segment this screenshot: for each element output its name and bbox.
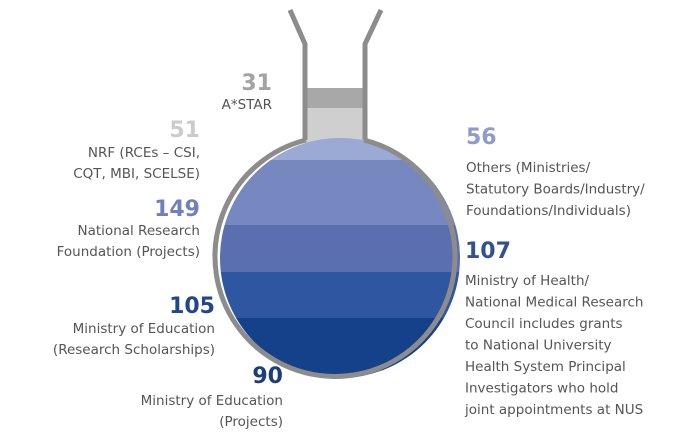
amount: 107 bbox=[465, 239, 511, 264]
label-line: CQT, MBI, SCELSE) bbox=[73, 166, 200, 182]
label-line: Ministry of Health/ bbox=[465, 273, 589, 289]
amount: 149 bbox=[154, 197, 200, 222]
amount: 90 bbox=[252, 364, 283, 389]
amount: 51 bbox=[169, 118, 200, 143]
label-line: NRF (RCEs – CSI, bbox=[88, 145, 200, 161]
label-line: joint appointments at NUS bbox=[464, 402, 643, 418]
label-line: Investigators who hold bbox=[465, 381, 618, 397]
band bbox=[220, 225, 460, 273]
neck-right bbox=[362, 8, 384, 140]
neck-left bbox=[287, 8, 308, 140]
bands bbox=[220, 138, 460, 378]
label-line: Foundations/Individuals) bbox=[466, 203, 631, 219]
label-line: Foundation (Projects) bbox=[57, 244, 200, 260]
amount: 56 bbox=[466, 125, 497, 150]
label-line: Ministry of Education bbox=[73, 321, 215, 337]
flask bbox=[212, 8, 460, 379]
label-line: Statutory Boards/Industry/ bbox=[466, 182, 645, 198]
label-line: Others (Ministries/ bbox=[466, 160, 591, 176]
label-line: National Research bbox=[78, 223, 200, 239]
label-line: to National University bbox=[465, 338, 612, 354]
label-line: Health System Principal bbox=[465, 359, 626, 375]
amount: 31 bbox=[241, 71, 272, 96]
label-line: Ministry of Education bbox=[141, 393, 283, 409]
label-line: National Medical Research bbox=[465, 295, 643, 311]
label-line: (Projects) bbox=[219, 414, 283, 430]
label-line: (Research Scholarships) bbox=[53, 342, 215, 358]
amount: 105 bbox=[169, 294, 215, 319]
label-line: Council includes grants bbox=[465, 316, 623, 332]
bulb-outline bbox=[212, 137, 458, 379]
band bbox=[220, 272, 460, 319]
band bbox=[220, 138, 460, 161]
label-line: A*STAR bbox=[222, 97, 272, 113]
neck-top bbox=[306, 88, 364, 110]
